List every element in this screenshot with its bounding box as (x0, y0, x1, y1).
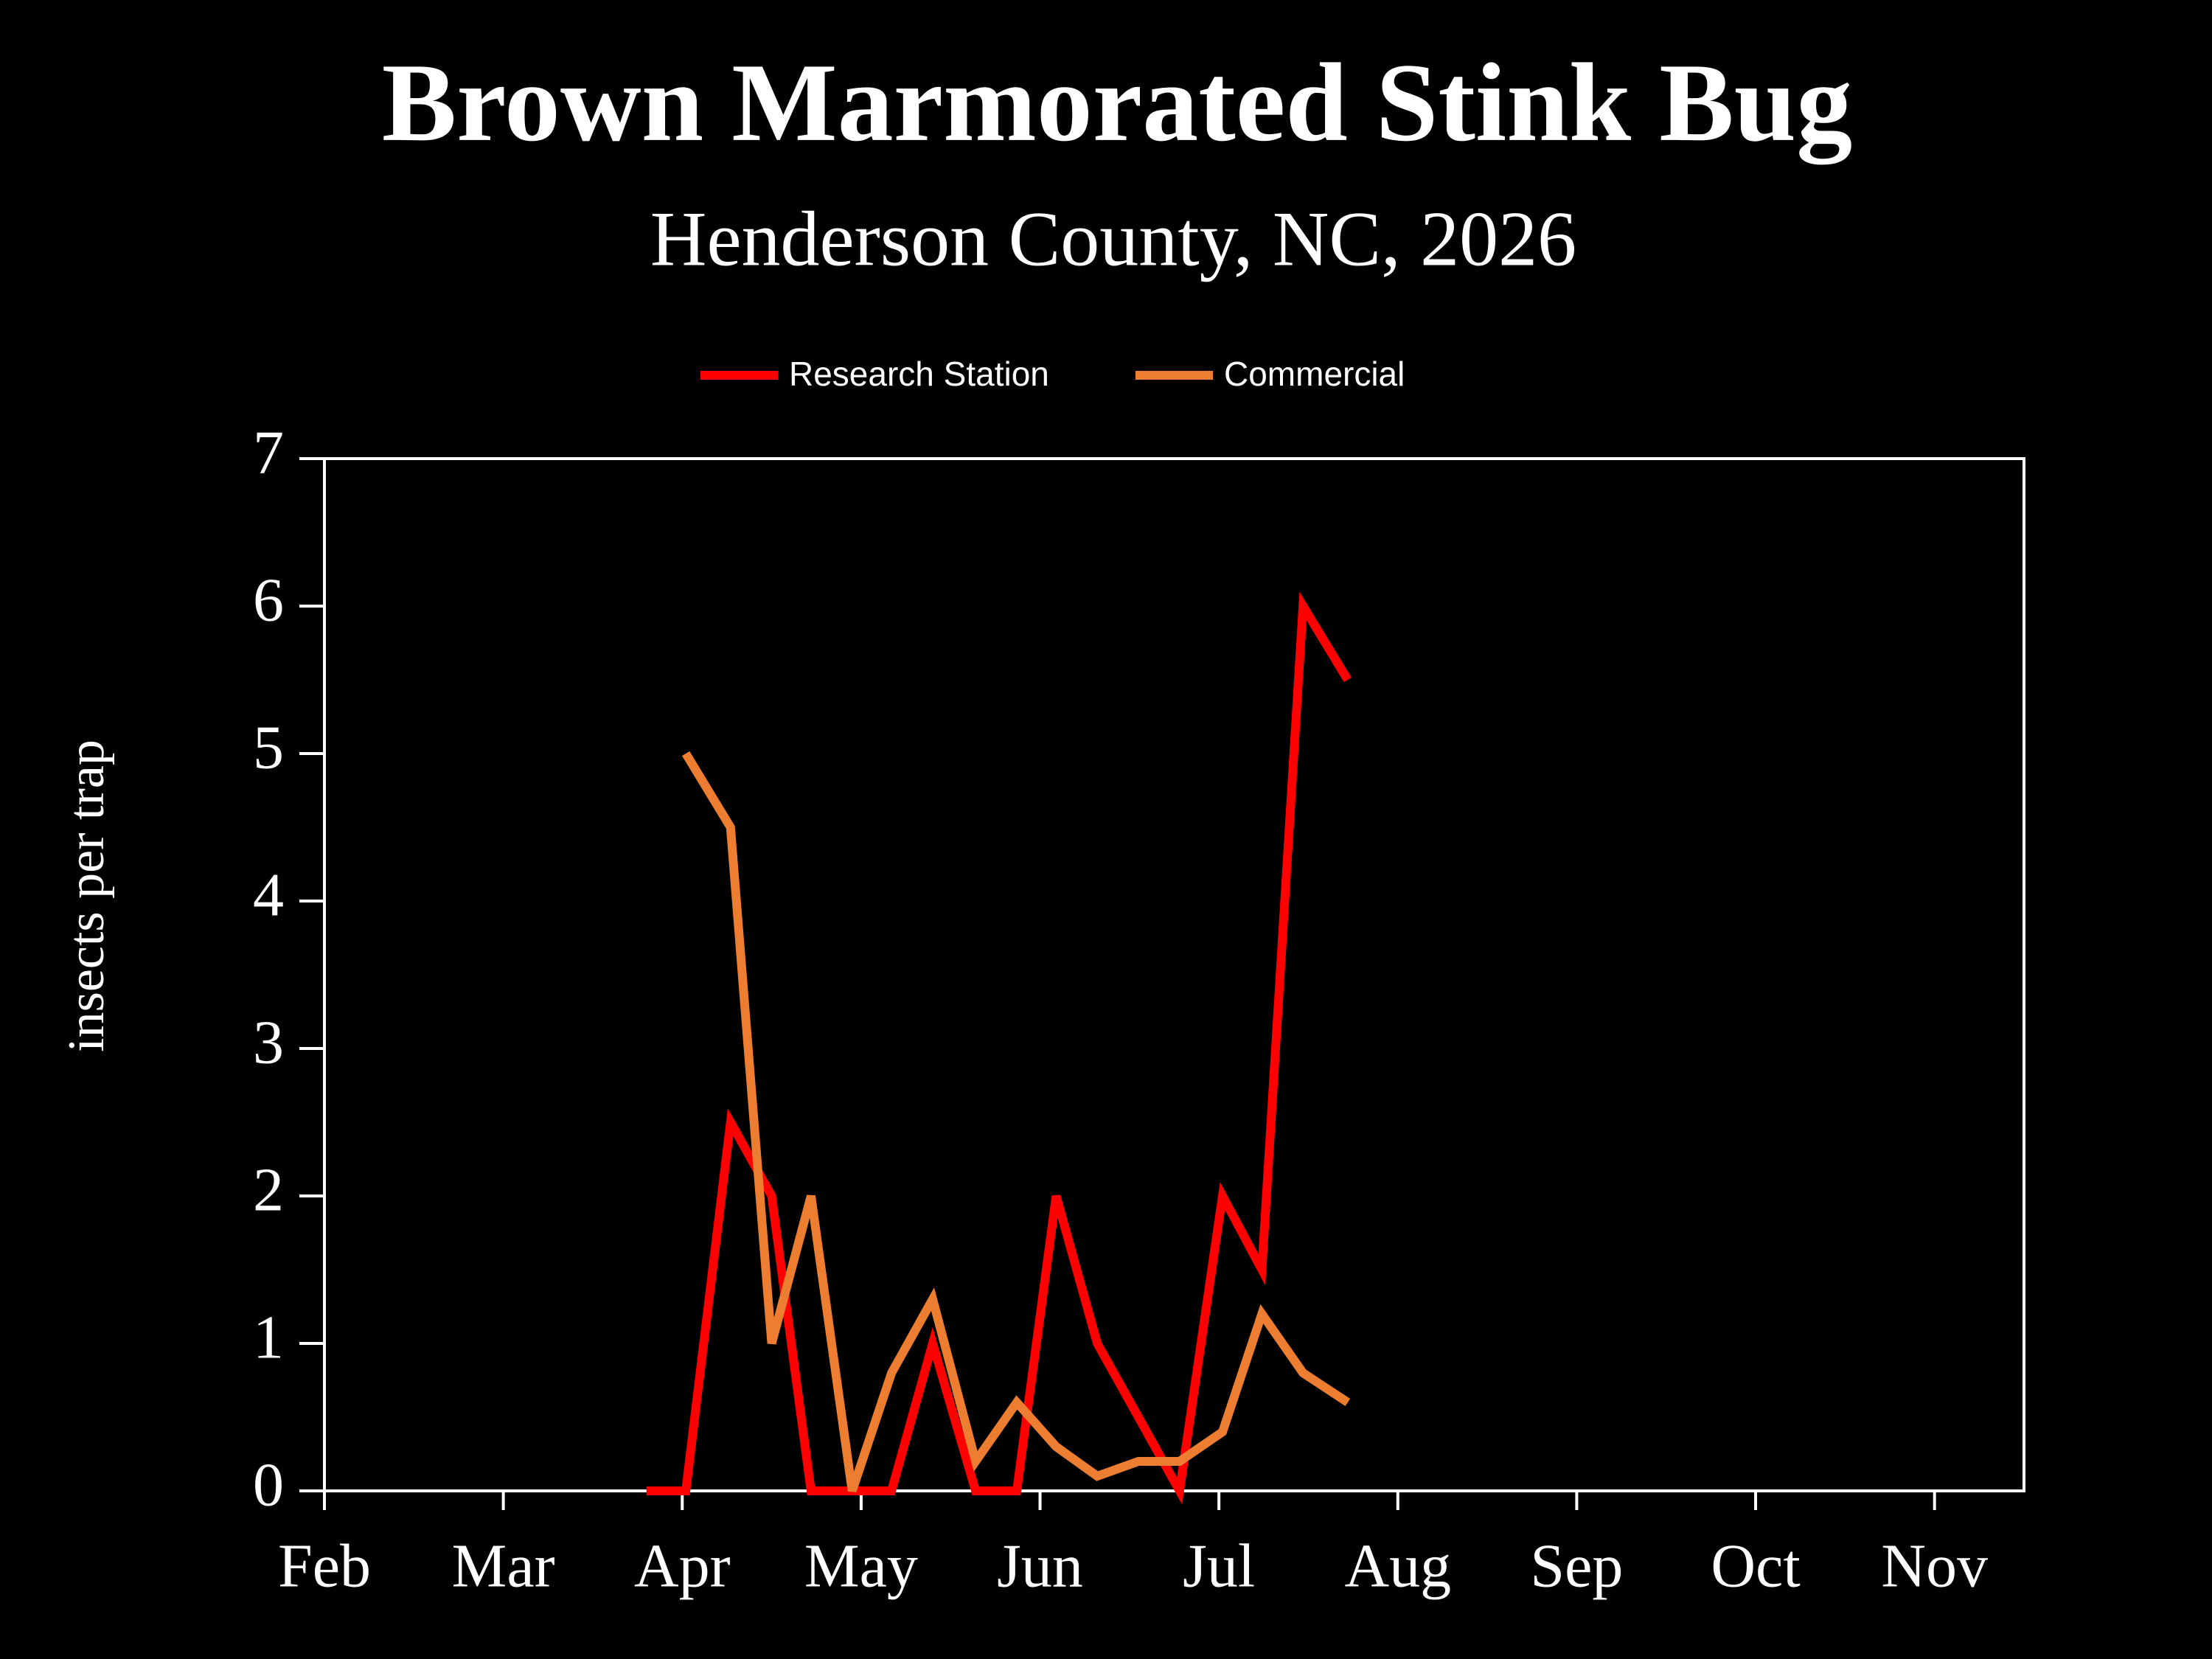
y-tick-label: 0 (253, 1450, 284, 1519)
chart-subtitle: Henderson County, NC, 2026 (650, 195, 1576, 282)
chart-title: Brown Marmorated Stink Bug (382, 41, 1852, 165)
legend: Research Station Commercial (700, 355, 1405, 393)
x-tick-label: Aug (1344, 1531, 1451, 1600)
y-tick-label: 2 (253, 1155, 284, 1224)
y-tick-label: 1 (253, 1303, 284, 1371)
y-tick-label: 5 (253, 713, 284, 782)
x-tick-label: Jul (1183, 1531, 1255, 1600)
x-tick-label: May (804, 1531, 918, 1600)
y-axis-label: insects per trap (58, 740, 115, 1052)
y-tick-label: 7 (253, 418, 284, 487)
y-tick-label: 3 (253, 1008, 284, 1077)
legend-label: Commercial (1224, 355, 1405, 393)
series-line (681, 751, 1351, 1492)
y-tick-label: 6 (253, 566, 284, 634)
x-tick-label: Sep (1530, 1531, 1623, 1600)
x-tick-label: Feb (278, 1531, 371, 1600)
x-tick-label: Mar (452, 1531, 555, 1600)
legend-label: Research Station (789, 355, 1049, 393)
x-tick-label: Oct (1711, 1531, 1800, 1600)
x-tick-label: Nov (1881, 1531, 1988, 1600)
y-tick-label: 4 (253, 860, 284, 929)
x-tick-label: Jun (997, 1531, 1083, 1600)
x-tick-label: Apr (634, 1531, 731, 1600)
plot-frame (323, 457, 2025, 1492)
series-line (646, 591, 1352, 1505)
